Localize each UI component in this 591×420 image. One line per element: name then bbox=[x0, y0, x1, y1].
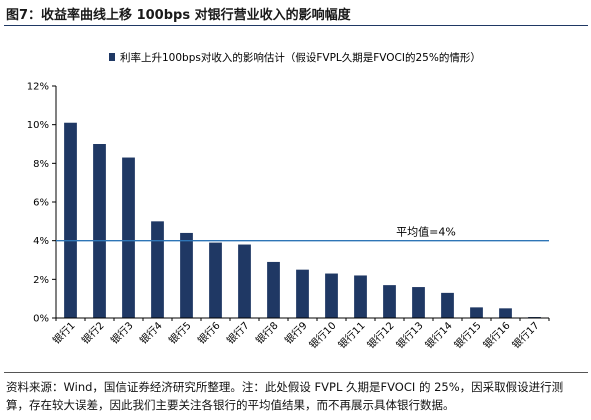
bar bbox=[325, 273, 338, 318]
y-tick-label: 2% bbox=[33, 275, 49, 286]
x-tick-label: 银行9 bbox=[282, 319, 310, 347]
x-tick-label: 银行12 bbox=[364, 319, 396, 351]
bar bbox=[499, 308, 512, 318]
x-tick-label: 银行3 bbox=[108, 319, 136, 347]
bar bbox=[296, 269, 309, 318]
bar bbox=[267, 261, 280, 318]
chart-legend: 利率上升100bps对收入的影响估计（假设FVPL久期是FVOCI的25%的情形… bbox=[109, 51, 481, 64]
legend-swatch bbox=[109, 53, 115, 61]
x-axis: 银行1 银行2 银行3 银行4 银行5 银行6 银行7 银行8 银行9银行10银行11银行12银… bbox=[50, 317, 550, 351]
x-tick-label: 银行16 bbox=[480, 319, 512, 351]
x-tick-label: 银行15 bbox=[451, 319, 483, 351]
x-tick-label: 银行11 bbox=[335, 319, 367, 351]
y-tick-label: 10% bbox=[27, 120, 49, 131]
figure-title: 图7：收益率曲线上移 100bps 对银行营业收入的影响幅度 bbox=[6, 8, 351, 23]
y-tick-label: 6% bbox=[33, 198, 49, 209]
x-tick-label: 银行14 bbox=[422, 319, 454, 351]
bar bbox=[180, 232, 193, 318]
x-tick-label: 银行1 bbox=[50, 319, 78, 347]
bar bbox=[441, 292, 454, 318]
y-tick-label: 12% bbox=[27, 82, 49, 93]
x-tick-label: 银行17 bbox=[509, 319, 541, 351]
title-divider bbox=[4, 25, 588, 26]
bar bbox=[383, 285, 396, 318]
bar bbox=[354, 275, 367, 318]
x-tick-label: 银行4 bbox=[137, 319, 165, 347]
x-tick-label: 银行10 bbox=[306, 319, 338, 351]
bar bbox=[238, 244, 251, 318]
y-tick-label: 0% bbox=[33, 314, 49, 325]
y-tick-label: 8% bbox=[33, 159, 49, 170]
bar bbox=[93, 144, 106, 318]
average-line-group: 平均值=4% bbox=[56, 226, 549, 242]
footer-divider bbox=[4, 372, 588, 373]
source-note: 资料来源：Wind，国信证券经济研究所整理。注：此处假设 FVPL 久期是FVO… bbox=[6, 380, 564, 412]
bar-chart: 利率上升100bps对收入的影响估计（假设FVPL久期是FVOCI的25%的情形… bbox=[27, 51, 550, 351]
y-axis: 0% 2% 4% 6% 8% 10% 12% bbox=[27, 82, 57, 325]
bar bbox=[122, 157, 135, 318]
x-tick-label: 银行8 bbox=[253, 319, 281, 347]
bar bbox=[470, 307, 483, 318]
bar bbox=[151, 221, 164, 318]
x-tick-label: 银行5 bbox=[166, 319, 194, 347]
legend-label: 利率上升100bps对收入的影响估计（假设FVPL久期是FVOCI的25%的情形… bbox=[120, 51, 481, 64]
x-tick-label: 银行6 bbox=[195, 319, 223, 347]
bar bbox=[412, 287, 425, 318]
bar bbox=[64, 122, 77, 318]
x-tick-label: 银行13 bbox=[393, 319, 425, 351]
average-label: 平均值=4% bbox=[396, 226, 456, 239]
bars bbox=[64, 122, 541, 318]
bar bbox=[209, 242, 222, 318]
x-tick-label: 银行2 bbox=[79, 319, 107, 347]
x-tick-label: 银行7 bbox=[224, 319, 252, 347]
y-tick-label: 4% bbox=[33, 236, 49, 247]
